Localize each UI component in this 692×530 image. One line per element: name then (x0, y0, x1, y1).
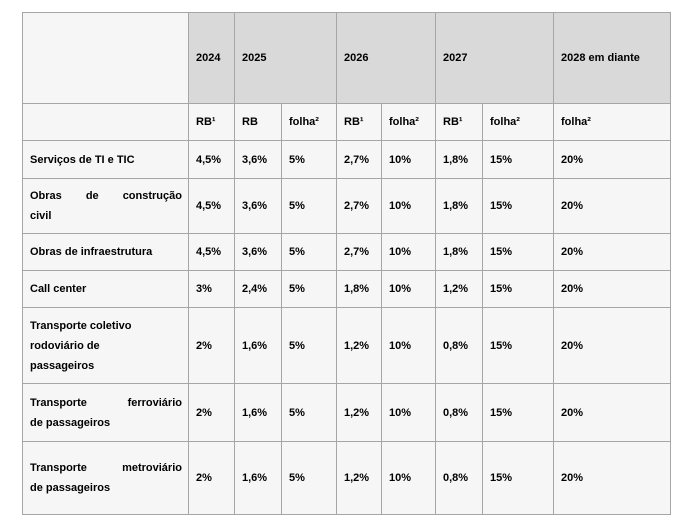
subheader-cell-folha-2027: folha² (482, 103, 554, 141)
value-cell: 5% (281, 140, 337, 179)
value-cell: 15% (482, 140, 554, 179)
value-cell: 10% (381, 233, 436, 271)
value-cell: 15% (482, 178, 554, 234)
value-cell: 1,6% (234, 441, 282, 515)
value-cell: 4,5% (188, 140, 235, 179)
value-cell: 10% (381, 383, 436, 442)
value-cell: 2% (188, 441, 235, 515)
row-label-line: passageiros (30, 359, 95, 372)
value-cell: 2,7% (336, 140, 382, 179)
value-cell: 1,8% (435, 140, 483, 179)
value-cell: 5% (281, 441, 337, 515)
value-cell: 3,6% (234, 178, 282, 234)
table-row: Transporte ferroviário de passageiros 2%… (22, 383, 671, 442)
value-cell: 15% (482, 441, 554, 515)
year-header-2024: 2024 (188, 12, 235, 104)
value-cell: 4,5% (188, 178, 235, 234)
value-cell: 20% (553, 178, 671, 234)
value-cell: 20% (553, 383, 671, 442)
value-cell: 10% (381, 140, 436, 179)
value-cell: 3,6% (234, 233, 282, 271)
value-cell: 3% (188, 270, 235, 308)
value-cell: 0,8% (435, 383, 483, 442)
row-label-line: Transporte metroviário (30, 462, 182, 474)
value-cell: 1,8% (336, 270, 382, 308)
subheader-cell-folha-2026: folha² (381, 103, 436, 141)
row-label: Obras de construção civil (22, 178, 189, 234)
subheader-row: RB¹ RB folha² RB¹ folha² RB¹ folha² folh… (22, 103, 671, 141)
row-label-line: Obras de construção (30, 190, 182, 202)
subheader-cell-rb1-2024: RB¹ (188, 103, 235, 141)
value-cell: 1,2% (336, 441, 382, 515)
table-row: Serviços de TI e TIC 4,5% 3,6% 5% 2,7% 1… (22, 140, 671, 179)
value-cell: 5% (281, 233, 337, 271)
value-cell: 1,2% (336, 383, 382, 442)
year-header-row: 2024 2025 2026 2027 2028 em diante (22, 12, 671, 104)
value-cell: 10% (381, 270, 436, 308)
value-cell: 20% (553, 233, 671, 271)
subheader-cell-rb1-2026: RB¹ (336, 103, 382, 141)
value-cell: 5% (281, 178, 337, 234)
subheader-cell-rb-2025: RB (234, 103, 282, 141)
year-header-2028: 2028 em diante (553, 12, 671, 104)
row-label: Transporte metroviário de passageiros (22, 441, 189, 515)
value-cell: 5% (281, 383, 337, 442)
subheader-cell-rb1-2027: RB¹ (435, 103, 483, 141)
table-row: Obras de infraestrutura 4,5% 3,6% 5% 2,7… (22, 233, 671, 271)
row-label: Serviços de TI e TIC (22, 140, 189, 179)
row-label-line: civil (30, 210, 52, 222)
value-cell: 20% (553, 307, 671, 384)
value-cell: 2% (188, 307, 235, 384)
row-label: Transporte ferroviário de passageiros (22, 383, 189, 442)
rates-by-year-table: 2024 2025 2026 2027 2028 em diante RB¹ R… (22, 12, 671, 515)
value-cell: 10% (381, 307, 436, 384)
value-cell: 3,6% (234, 140, 282, 179)
row-label: Transporte coletivo rodoviário de passag… (22, 307, 189, 384)
value-cell: 2,4% (234, 270, 282, 308)
value-cell: 20% (553, 140, 671, 179)
row-label-line: de passageiros (30, 482, 111, 494)
value-cell: 10% (381, 441, 436, 515)
rates-table-container: 2024 2025 2026 2027 2028 em diante RB¹ R… (22, 12, 671, 515)
value-cell: 1,2% (435, 270, 483, 308)
row-label-line: Transporte ferroviário (30, 396, 182, 409)
subheader-corner-cell (22, 103, 189, 141)
row-label-line: Transporte coletivo (30, 319, 132, 332)
value-cell: 1,8% (435, 178, 483, 234)
value-cell: 4,5% (188, 233, 235, 271)
value-cell: 1,8% (435, 233, 483, 271)
value-cell: 2,7% (336, 233, 382, 271)
year-header-2027: 2027 (435, 12, 554, 104)
value-cell: 15% (482, 307, 554, 384)
value-cell: 1,2% (336, 307, 382, 384)
table-row: Transporte coletivo rodoviário de passag… (22, 307, 671, 384)
value-cell: 1,6% (234, 307, 282, 384)
value-cell: 2% (188, 383, 235, 442)
value-cell: 20% (553, 270, 671, 308)
year-header-2026: 2026 (336, 12, 436, 104)
row-label: Obras de infraestrutura (22, 233, 189, 271)
value-cell: 15% (482, 233, 554, 271)
table-row: Call center 3% 2,4% 5% 1,8% 10% 1,2% 15%… (22, 270, 671, 308)
value-cell: 15% (482, 383, 554, 442)
year-header-2025: 2025 (234, 12, 337, 104)
value-cell: 0,8% (435, 441, 483, 515)
row-label-line: rodoviário de (30, 339, 100, 352)
value-cell: 10% (381, 178, 436, 234)
value-cell: 5% (281, 307, 337, 384)
table-row: Obras de construção civil 4,5% 3,6% 5% 2… (22, 178, 671, 234)
row-label: Call center (22, 270, 189, 308)
table-row: Transporte metroviário de passageiros 2%… (22, 441, 671, 515)
corner-cell (22, 12, 189, 104)
value-cell: 1,6% (234, 383, 282, 442)
value-cell: 0,8% (435, 307, 483, 384)
row-label-line: de passageiros (30, 416, 111, 429)
subheader-cell-folha-2025: folha² (281, 103, 337, 141)
value-cell: 15% (482, 270, 554, 308)
value-cell: 2,7% (336, 178, 382, 234)
value-cell: 5% (281, 270, 337, 308)
subheader-cell-folha-2028: folha² (553, 103, 671, 141)
value-cell: 20% (553, 441, 671, 515)
